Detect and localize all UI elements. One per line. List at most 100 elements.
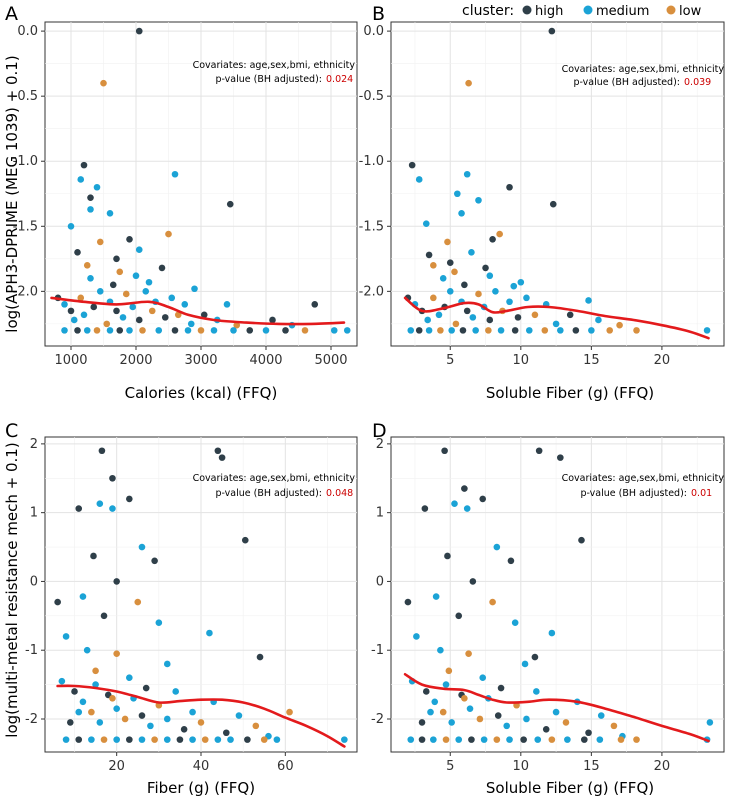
y-tick-label-b: -0.5: [359, 89, 384, 104]
data-point-high: [585, 729, 592, 737]
data-point-high: [109, 281, 117, 289]
data-point-high: [90, 552, 97, 560]
data-point-medium: [88, 736, 95, 743]
data-point-low: [562, 719, 570, 726]
data-point-high: [566, 311, 574, 319]
data-point-high: [425, 251, 433, 259]
data-point-low: [548, 736, 556, 743]
data-point-low: [430, 262, 437, 269]
data-point-medium: [126, 674, 133, 682]
data-point-high: [486, 316, 494, 324]
data-point-medium: [463, 505, 471, 512]
data-point-high: [98, 447, 106, 455]
y-axis-title-a: log(APH3-DPRIME (MEG 1039) + 0.1): [3, 55, 21, 332]
data-point-high: [218, 454, 226, 461]
data-point-medium: [145, 278, 153, 286]
y-axis-title-c: log(multi-metal resistance mech + 0.1): [3, 442, 21, 737]
data-point-medium: [492, 288, 499, 295]
data-point-medium: [552, 708, 560, 716]
data-point-high: [282, 327, 289, 334]
data-point-medium: [189, 708, 196, 716]
pvalue-a: 0.024: [326, 74, 353, 85]
data-point-medium: [533, 688, 540, 695]
data-point-medium: [206, 629, 213, 637]
x-axis-title-c: Fiber (g) (FFQ): [147, 779, 255, 797]
data-point-high: [415, 327, 423, 334]
data-point-medium: [163, 736, 171, 743]
data-point-high: [520, 736, 527, 743]
data-point-medium: [564, 736, 571, 743]
data-point-low: [103, 320, 111, 328]
y-tick-label-a: -1.0: [13, 154, 38, 169]
data-point-medium: [210, 327, 218, 334]
data-point-medium: [451, 500, 458, 508]
data-point-medium: [142, 288, 150, 295]
data-point-medium: [486, 272, 494, 280]
data-point-high: [66, 719, 74, 726]
data-point-medium: [113, 736, 120, 743]
data-point-medium: [132, 272, 140, 280]
data-point-high: [507, 557, 515, 565]
pvalue-label-b: p-value (BH adjusted):: [573, 77, 680, 88]
data-point-medium: [511, 619, 519, 626]
data-point-high: [200, 311, 208, 319]
data-point-medium: [227, 736, 234, 743]
data-point-high: [75, 505, 83, 512]
x-tick-label-c: 60: [277, 759, 294, 774]
data-point-medium: [458, 209, 465, 217]
data-point-low: [475, 290, 482, 298]
x-tick-label-a: 3000: [184, 353, 217, 368]
data-point-low: [451, 268, 458, 276]
y-tick-label-d: -2: [371, 712, 384, 727]
panel-letter-d: D: [372, 420, 387, 442]
data-point-medium: [61, 301, 68, 308]
data-point-medium: [548, 629, 556, 637]
data-point-low: [96, 238, 104, 246]
data-point-medium: [181, 301, 189, 308]
data-point-low: [476, 715, 484, 723]
smooth-curve-c: [56, 684, 346, 748]
x-tick-label-d: 15: [583, 759, 600, 774]
smooth-curve-b: [403, 296, 710, 340]
data-point-medium: [521, 660, 529, 668]
data-point-low: [165, 230, 172, 238]
y-tick-label-a: -2.0: [13, 284, 38, 299]
y-tick-label-c: 2: [30, 437, 38, 452]
data-point-high: [113, 307, 120, 315]
panel-letter-a: A: [5, 3, 18, 25]
data-point-high: [116, 327, 124, 334]
data-point-high: [214, 447, 222, 455]
data-point-medium: [480, 736, 488, 743]
data-point-medium: [706, 719, 714, 726]
data-point-low: [121, 715, 129, 723]
data-point-low: [100, 79, 107, 87]
data-point-medium: [442, 681, 450, 688]
data-point-medium: [472, 327, 479, 334]
data-point-medium: [703, 327, 711, 334]
data-point-high: [100, 612, 108, 620]
data-point-low: [485, 327, 492, 334]
data-point-medium: [517, 278, 525, 286]
data-point-low: [616, 321, 623, 329]
data-point-medium: [106, 209, 114, 217]
data-point-high: [455, 612, 463, 620]
panel-letter-b: B: [372, 3, 385, 25]
data-point-medium: [475, 196, 482, 204]
data-point-medium: [407, 327, 415, 334]
data-point-medium: [341, 736, 348, 743]
data-point-medium: [163, 660, 171, 668]
x-axis-title-d: Soluble Fiber (g) (FFQ): [486, 779, 654, 797]
covariates-text-c: Covariates: age,sex,bmi, ethnicity: [193, 473, 356, 484]
data-point-low: [633, 736, 640, 743]
data-point-medium: [435, 311, 443, 319]
data-point-high: [489, 236, 496, 243]
legend-label-high: high: [535, 4, 563, 19]
data-point-medium: [230, 327, 237, 334]
data-point-medium: [79, 593, 87, 600]
x-tick-label-c: 20: [108, 759, 125, 774]
data-point-medium: [87, 206, 94, 213]
data-point-low: [452, 320, 460, 328]
data-point-high: [482, 264, 489, 272]
data-point-medium: [262, 327, 270, 334]
